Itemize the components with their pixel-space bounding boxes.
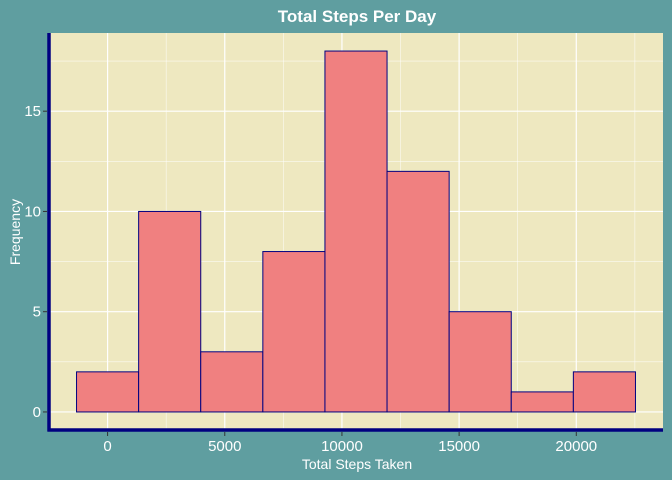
x-axis-label: Total Steps Taken — [302, 456, 412, 472]
histogram-bars — [76, 50, 636, 413]
y-tick-label: 15 — [24, 103, 41, 120]
axes — [43, 33, 663, 436]
x-tick-label: 0 — [103, 438, 111, 455]
histogram-bar-6 — [386, 170, 450, 413]
histogram-bar-4 — [262, 251, 326, 413]
histogram-bar-9 — [572, 371, 636, 413]
y-tick-label: 5 — [33, 304, 41, 321]
histogram-bar-3 — [200, 351, 264, 413]
chart-title: Total Steps Per Day — [278, 7, 437, 26]
y-tick-label: 10 — [24, 203, 41, 220]
histogram-bar-8 — [510, 391, 574, 413]
x-tick-label: 20000 — [555, 438, 597, 455]
histogram-bar-2 — [138, 210, 202, 413]
y-axis-label: Frequency — [7, 199, 23, 265]
y-tick-label: 0 — [33, 404, 41, 421]
histogram-bar-7 — [448, 311, 512, 413]
histogram-bar-1 — [76, 371, 140, 413]
x-tick-label: 10000 — [321, 438, 363, 455]
histogram-bar-5 — [324, 50, 388, 413]
tick-labels: 0 5000 10000 15000 20000 0 5 10 15 — [24, 103, 597, 455]
x-tick-label: 15000 — [438, 438, 480, 455]
x-tick-label: 5000 — [208, 438, 241, 455]
